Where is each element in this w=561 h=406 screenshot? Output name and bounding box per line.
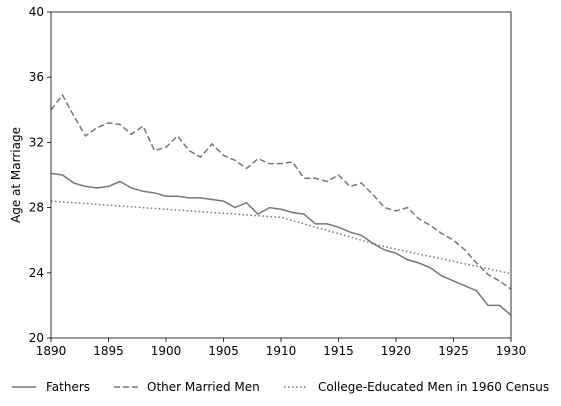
y-tick-label: 32 [29, 135, 44, 149]
series-line-2 [50, 200, 512, 275]
x-tick-label: 1905 [208, 344, 239, 358]
x-tick-label: 1900 [151, 344, 182, 358]
legend-label-2: College-Educated Men in 1960 Census [318, 380, 549, 394]
plot-area-frame [50, 11, 512, 339]
axis-ticks: 1890 1895 1900 1905 1910 1915 1920 1925 1930 20 24… [29, 5, 527, 358]
series-lines [50, 93, 512, 316]
series-line-1 [50, 93, 512, 290]
y-axis-label: Age at Marriage [9, 127, 23, 223]
y-tick-label: 20 [29, 331, 44, 345]
series-line-0 [50, 172, 512, 316]
y-tick-label: 28 [29, 201, 44, 215]
legend-label-0: Fathers [46, 380, 90, 394]
y-tick-label: 40 [29, 5, 44, 19]
x-tick-label: 1910 [266, 344, 297, 358]
legend: Fathers Other Married Men College-Educated… [12, 380, 549, 394]
x-tick-label: 1890 [36, 344, 67, 358]
x-tick-label: 1895 [93, 344, 124, 358]
y-tick-label: 24 [29, 266, 44, 280]
x-tick-label: 1915 [323, 344, 354, 358]
x-tick-label: 1920 [381, 344, 412, 358]
legend-label-1: Other Married Men [147, 380, 260, 394]
y-tick-label: 36 [29, 70, 44, 84]
x-tick-label: 1925 [438, 344, 469, 358]
x-tick-label: 1930 [496, 344, 527, 358]
